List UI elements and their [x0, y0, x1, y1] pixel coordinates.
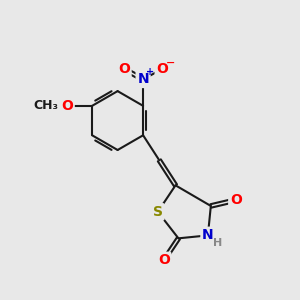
Text: S: S [153, 205, 163, 219]
Text: O: O [158, 254, 170, 267]
Text: +: + [146, 67, 154, 77]
Text: O: O [118, 62, 130, 76]
Text: N: N [202, 228, 214, 242]
Text: O: O [230, 193, 242, 207]
Text: CH₃: CH₃ [33, 99, 58, 112]
Text: O: O [156, 62, 168, 76]
Text: N: N [137, 72, 149, 86]
Text: O: O [61, 99, 73, 113]
Text: −: − [166, 58, 175, 68]
Text: H: H [213, 238, 222, 248]
